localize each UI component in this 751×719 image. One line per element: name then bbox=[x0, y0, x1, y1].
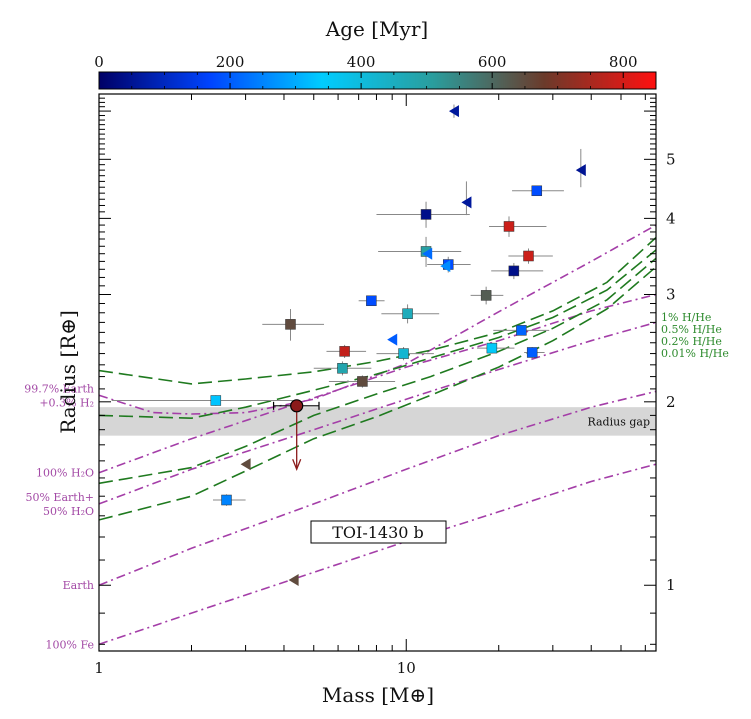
planet-points bbox=[111, 104, 586, 587]
planet-triangle-marker bbox=[387, 333, 398, 346]
x-tick-label: 10 bbox=[397, 659, 416, 677]
hhe-curve-label: 1% H/He bbox=[661, 311, 711, 324]
y-tick-label: 3 bbox=[666, 286, 676, 304]
planet-square-marker bbox=[486, 342, 498, 354]
planet-square-marker bbox=[516, 325, 527, 336]
radius-gap-band bbox=[99, 407, 656, 436]
composition-curve bbox=[99, 390, 656, 586]
planet-triangle-marker bbox=[422, 247, 433, 260]
planet-square-marker bbox=[337, 363, 348, 374]
x-axis-title: Mass [M⊕] bbox=[322, 683, 434, 707]
axis-tick-labels: 1 10 1 2 3 4 5 bbox=[94, 150, 675, 677]
planet-square-marker bbox=[420, 209, 432, 220]
colorbar-title: Age [Myr] bbox=[325, 17, 428, 41]
axis-ticks bbox=[98, 94, 656, 651]
hhe-curve-label: 0.01% H/He bbox=[661, 347, 729, 360]
colorbar-tick-label: 0 bbox=[94, 53, 104, 71]
hhe-curve-label: 0.2% H/He bbox=[661, 335, 722, 348]
planet-square-marker bbox=[508, 265, 520, 277]
model-curves bbox=[99, 224, 656, 646]
toi-1430b-marker bbox=[272, 399, 320, 472]
y-tick-label: 2 bbox=[666, 393, 676, 411]
plot-frame bbox=[98, 93, 657, 652]
colorbar-tick-label: 200 bbox=[216, 53, 245, 71]
planet-square-marker bbox=[210, 395, 222, 406]
planet-triangle-marker bbox=[461, 196, 472, 209]
composition-curve bbox=[99, 293, 656, 474]
composition-curve-label: 100% H₂O bbox=[36, 467, 94, 480]
planet-triangle-marker bbox=[448, 105, 459, 118]
composition-curve bbox=[99, 224, 656, 415]
planet-triangle-marker bbox=[288, 574, 299, 587]
planet-square-marker bbox=[398, 348, 409, 359]
colorbar-tick-labels: 0 200 400 600 800 bbox=[94, 53, 637, 71]
y-tick-label: 5 bbox=[666, 150, 676, 168]
planet-square-marker bbox=[531, 185, 543, 197]
composition-curve-label: Earth bbox=[63, 579, 94, 592]
composition-curve-label: 100% Fe bbox=[46, 638, 95, 651]
composition-curve bbox=[99, 321, 656, 505]
planet-triangle-marker bbox=[240, 458, 251, 471]
y-axis-title: Radius [R⊕] bbox=[56, 310, 80, 434]
toi-1430b-label-box bbox=[310, 520, 447, 544]
colorbar bbox=[98, 71, 657, 90]
planet-square-marker bbox=[357, 376, 368, 387]
planet-square-marker bbox=[480, 290, 492, 301]
hhe-curve bbox=[99, 257, 656, 485]
planet-square-marker bbox=[526, 347, 538, 358]
hhe-curve bbox=[99, 266, 656, 521]
planet-square-marker bbox=[339, 346, 350, 357]
planet-square-marker bbox=[402, 308, 413, 319]
composition-curve-label: 50% Earth+ bbox=[25, 491, 94, 504]
colorbar-tick-label: 800 bbox=[609, 53, 638, 71]
composition-curve bbox=[99, 463, 656, 646]
toi-1430b-label: TOI-1430 b bbox=[332, 523, 424, 542]
planet-square-marker bbox=[523, 250, 534, 262]
colorbar-tick-label: 400 bbox=[347, 53, 376, 71]
radius-gap-label: Radius gap bbox=[587, 415, 650, 428]
toi-1430b-point bbox=[290, 399, 304, 413]
planet-square-marker bbox=[366, 295, 377, 307]
hhe-curve bbox=[99, 237, 656, 385]
colorbar-ticks bbox=[98, 72, 624, 89]
composition-curve-label: 99.7% Earth bbox=[24, 382, 94, 395]
x-tick-label: 1 bbox=[94, 659, 104, 677]
planet-square-marker bbox=[503, 221, 515, 232]
composition-curve-label: 50% H₂O bbox=[43, 505, 94, 518]
planet-triangle-marker bbox=[575, 164, 586, 177]
y-tick-label: 1 bbox=[666, 576, 676, 594]
composition-curve-label: +0.3% H₂ bbox=[39, 396, 94, 409]
planet-square-marker bbox=[221, 494, 232, 506]
y-tick-label: 4 bbox=[666, 209, 676, 227]
planet-triangle-marker bbox=[440, 260, 451, 273]
colorbar-tick-label: 600 bbox=[478, 53, 507, 71]
hhe-curve-label: 0.5% H/He bbox=[661, 323, 722, 336]
hhe-curve bbox=[99, 249, 656, 420]
toi-1430b-arrow-head bbox=[292, 459, 302, 472]
planet-square-marker bbox=[285, 319, 296, 330]
model-curve-labels: 99.7% Earth+0.3% H₂ 100% H₂O 50% Earth+50%… bbox=[24, 311, 729, 651]
